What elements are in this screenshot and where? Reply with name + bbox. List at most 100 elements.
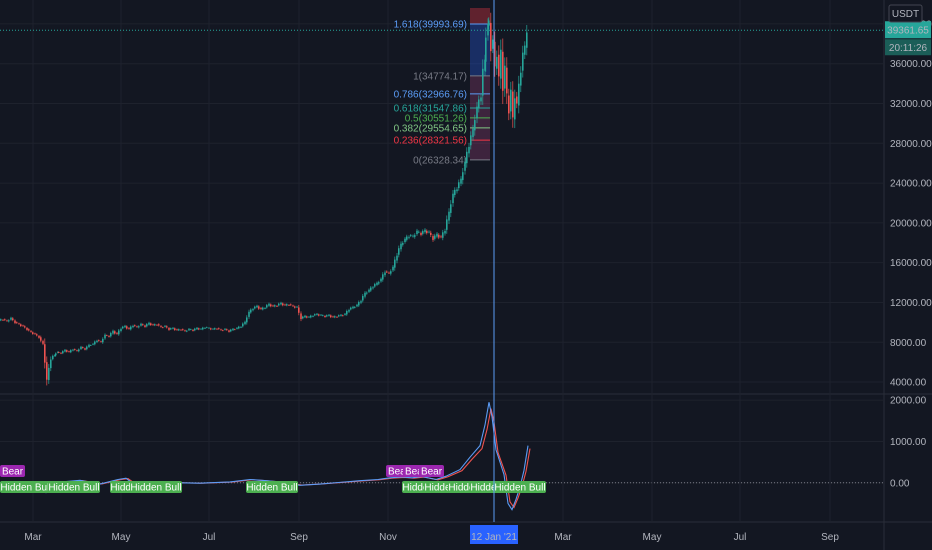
- price-tick-label: 24000.00: [890, 179, 932, 190]
- candle-body: [266, 305, 268, 308]
- candle-body: [164, 325, 166, 327]
- candle-body: [94, 341, 96, 345]
- candle-body: [398, 248, 400, 255]
- candle-body: [446, 219, 448, 230]
- candle-body: [108, 335, 110, 337]
- time-tick-label: Sep: [821, 532, 839, 543]
- candle-body: [128, 327, 130, 329]
- candle-body: [492, 39, 494, 49]
- candle-body: [340, 314, 342, 316]
- candle-body: [368, 289, 370, 292]
- candle-body: [246, 317, 248, 323]
- candle-body: [84, 348, 86, 350]
- fib-level-label: 0.236(28321.56): [394, 136, 467, 147]
- candle-body: [172, 327, 174, 329]
- candle-body: [390, 271, 392, 274]
- candle-body: [26, 327, 28, 330]
- candle-body: [92, 343, 94, 345]
- candle-body: [370, 287, 372, 291]
- candle-body: [324, 315, 326, 318]
- candle-body: [242, 323, 244, 327]
- candle-body: [132, 325, 134, 328]
- time-tick-label: Sep: [290, 532, 308, 543]
- candle-body: [518, 83, 520, 106]
- candle-body: [282, 303, 284, 306]
- candle-body: [166, 326, 168, 328]
- candle-body: [476, 106, 478, 119]
- candle-body: [74, 349, 76, 351]
- candle-body: [150, 323, 152, 326]
- candle-body: [342, 315, 344, 317]
- hidden-bull-badge: Hidden Bull: [246, 481, 298, 494]
- candle-body: [118, 330, 120, 335]
- candle-body: [332, 316, 334, 318]
- candle-body: [350, 307, 352, 310]
- candle-body: [14, 320, 16, 323]
- candle-body: [280, 302, 282, 305]
- candle-body: [0, 319, 2, 321]
- candle-body: [226, 329, 228, 331]
- badge-box: [419, 465, 444, 477]
- candle-body: [428, 231, 430, 233]
- candle-body: [36, 334, 38, 336]
- candle-body: [308, 316, 310, 318]
- candle-body: [230, 329, 232, 332]
- candle-body: [520, 72, 522, 86]
- candle-body: [210, 328, 212, 330]
- badge-label: Hidden Bull: [0, 483, 51, 494]
- candle-body: [438, 234, 440, 238]
- candle-body: [502, 51, 504, 91]
- candle-body: [76, 350, 78, 352]
- candle-body: [258, 306, 260, 309]
- price-tick-label: 12000.00: [890, 298, 932, 309]
- candle-body: [292, 305, 294, 307]
- candle-body: [422, 231, 424, 234]
- candle-body: [436, 233, 438, 237]
- candle-body: [58, 352, 60, 354]
- candle-body: [6, 320, 8, 322]
- candle-body: [372, 287, 374, 289]
- candle-body: [442, 232, 444, 238]
- candle-body: [418, 231, 420, 233]
- candle-body: [466, 151, 468, 164]
- candle-body: [186, 330, 188, 332]
- candle-body: [156, 324, 158, 326]
- fib-level-label: 0.5(30551.26): [405, 113, 467, 124]
- time-tick-label: Jul: [203, 532, 216, 543]
- badge-label: Bear: [2, 467, 24, 478]
- candle-body: [404, 238, 406, 243]
- time-tick-label: Jul: [734, 532, 747, 543]
- candle-body: [274, 305, 276, 307]
- candle-body: [300, 313, 302, 320]
- candle-body: [162, 327, 164, 329]
- candle-body: [320, 314, 322, 316]
- candle-body: [510, 89, 512, 112]
- candle-body: [310, 315, 312, 318]
- candle-body: [96, 340, 98, 343]
- candle-body: [120, 328, 122, 332]
- fib-level-label: 1(34774.17): [413, 71, 467, 82]
- candle-body: [478, 99, 480, 109]
- candle-body: [134, 325, 136, 327]
- candle-body: [2, 319, 4, 321]
- candle-body: [485, 37, 487, 62]
- countdown-box: [885, 39, 931, 56]
- candle-body: [270, 304, 272, 307]
- candle-body: [30, 330, 32, 332]
- candle-body: [80, 346, 82, 350]
- candle-body: [512, 91, 514, 118]
- candle-body: [180, 329, 182, 331]
- candle-body: [238, 326, 240, 329]
- candle-body: [508, 95, 510, 114]
- candle-body: [326, 315, 328, 317]
- candle-body: [414, 235, 416, 237]
- badge-box: [48, 481, 100, 493]
- candle-body: [174, 328, 176, 330]
- candle-body: [524, 45, 526, 55]
- candle-body: [234, 329, 236, 331]
- candle-body: [144, 325, 146, 327]
- candle-body: [248, 311, 250, 317]
